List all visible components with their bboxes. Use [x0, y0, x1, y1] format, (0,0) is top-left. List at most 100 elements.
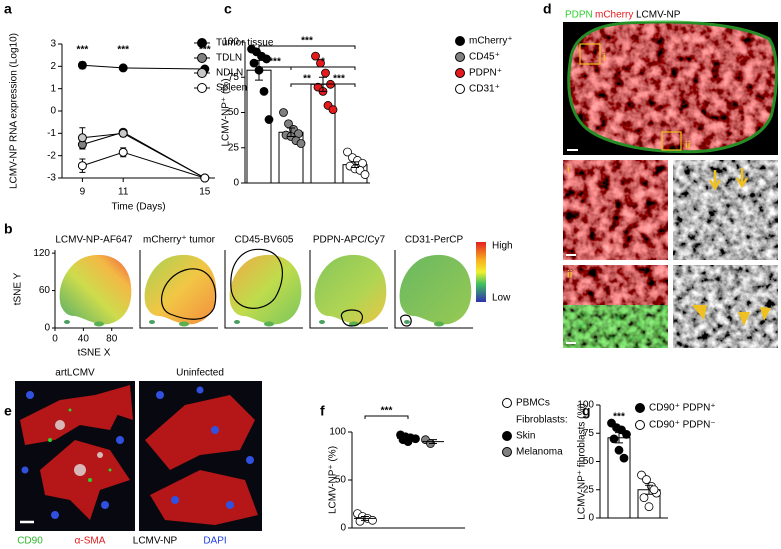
y-tick-label: 0	[588, 513, 594, 524]
y-tick-label: 60	[39, 285, 51, 296]
y-tick-label: -3	[47, 173, 56, 184]
tsne-plot	[229, 248, 302, 327]
data-point	[118, 128, 128, 138]
tissue-image	[570, 23, 775, 151]
y-tick-label: 75	[583, 428, 595, 439]
colorbar-label: Low	[492, 293, 511, 304]
inset-label: i	[603, 53, 606, 64]
significance: ***	[613, 412, 625, 423]
significance: ***	[199, 45, 211, 56]
channel-label: LCMV-NP	[133, 536, 178, 547]
cell-cloud	[144, 254, 217, 325]
error-bar	[615, 432, 623, 444]
bar	[246, 69, 272, 184]
plot-title: CD31-PerCP	[405, 235, 464, 246]
data-point	[118, 147, 128, 157]
significance: *	[321, 57, 325, 68]
y-tick-label: 100	[222, 37, 239, 48]
legend-label: PBMCs	[516, 398, 550, 409]
tsne-plot	[59, 254, 132, 327]
cell-cluster	[94, 321, 104, 327]
y-tick-label: 50	[583, 456, 595, 467]
x-axis-label: Time (Days)	[111, 202, 165, 213]
y-tick-label: 25	[228, 142, 240, 153]
legend-label: Melanoma	[516, 447, 563, 458]
significance-bracket	[322, 83, 356, 87]
panel-label: c	[224, 1, 232, 17]
error-bar	[287, 127, 295, 137]
tsne-plot	[314, 254, 387, 327]
micrograph-e: artLCMV Uninfected CD90 α-SMA LCMV-NP DA…	[15, 368, 262, 547]
y-tick-label: 0	[233, 178, 239, 189]
inset-label: i	[567, 165, 570, 176]
data-point	[368, 515, 377, 525]
panel-label: g	[582, 403, 591, 419]
cell-cloud	[314, 254, 387, 325]
data-point	[200, 173, 210, 183]
axes	[224, 250, 303, 329]
panel-label: d	[543, 1, 552, 17]
significance: ***	[269, 57, 281, 68]
data-point	[118, 63, 128, 73]
legend-marker	[635, 403, 645, 413]
y-axis-label: LCMV-NP⁺ (%)	[221, 78, 232, 146]
legend-group: Fibroblasts:	[516, 415, 568, 426]
significance-bracket	[290, 66, 356, 70]
significance: ***	[301, 36, 313, 47]
legend-marker	[455, 84, 465, 94]
channel-label: LCMV-NP	[636, 10, 681, 21]
legend-label: NDLN	[216, 68, 243, 79]
legend-label: CD90⁺ PDPN⁻	[649, 420, 716, 431]
inset-box	[661, 131, 682, 151]
gate	[161, 268, 217, 320]
arrowhead	[760, 307, 771, 321]
cell-cluster	[149, 320, 155, 324]
legend-marker	[455, 68, 465, 78]
axes	[394, 250, 473, 329]
legend-label: CD45⁺	[469, 52, 500, 63]
cell-cluster	[179, 321, 189, 327]
cell-cluster	[264, 321, 274, 327]
legend-marker	[635, 420, 645, 430]
data-point	[262, 54, 271, 64]
inset-box	[579, 43, 601, 65]
y-axis-label: LCMV-NP RNA expression (Log10)	[9, 33, 20, 189]
inset-image	[673, 160, 778, 260]
error-bar	[351, 161, 359, 168]
data-point	[264, 115, 274, 124]
inset-label: ii	[685, 141, 691, 152]
cell-cluster	[404, 320, 410, 324]
plot-title: LCMV-NP-AF647	[55, 235, 133, 246]
cell-cluster	[434, 321, 444, 327]
inset-image	[563, 305, 668, 348]
y-tick-label: 100	[577, 400, 594, 411]
arrowhead	[738, 312, 750, 326]
significance: ***	[77, 45, 89, 56]
channel-label: PDPN	[565, 10, 593, 21]
y-tick-label: 0	[50, 106, 56, 117]
x-tick-label: 9	[80, 187, 86, 198]
y-tick-label: 100	[329, 427, 346, 438]
axes	[309, 250, 388, 329]
data-point	[644, 502, 654, 512]
series-line	[82, 131, 206, 179]
data-point	[360, 170, 370, 179]
legend-label: PDPN⁺	[469, 68, 502, 79]
error-bar	[255, 59, 263, 81]
arrow	[708, 170, 722, 191]
y-tick-label: -2	[47, 150, 56, 161]
y-tick-label: 50	[335, 475, 347, 486]
x-tick-label: 15	[199, 187, 211, 198]
data-point	[355, 516, 365, 526]
data-point	[639, 493, 649, 503]
significance: ***	[333, 74, 345, 85]
y-tick-label: 3	[50, 39, 56, 50]
data-point	[77, 133, 87, 143]
legend-marker	[197, 83, 207, 93]
significance-bracket	[364, 415, 409, 419]
data-point	[249, 58, 259, 68]
legend-label: CD31⁺	[469, 84, 500, 95]
channel-label: DAPI	[203, 536, 226, 547]
error-bar	[361, 515, 369, 521]
